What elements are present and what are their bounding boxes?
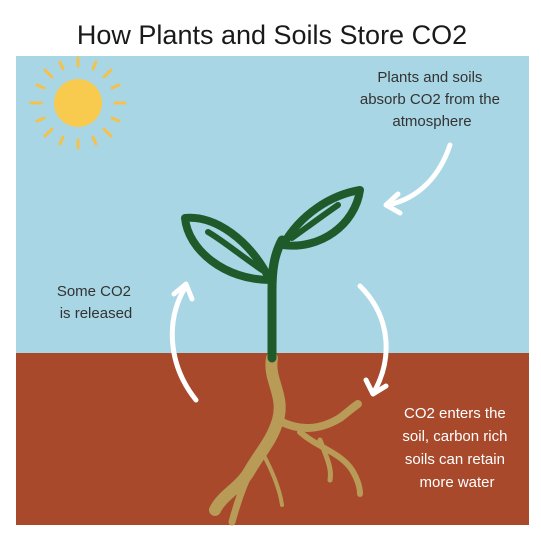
annotation-line: soil, carbon rich	[402, 428, 507, 445]
annotation-line: Some CO2	[57, 283, 131, 300]
title: How Plants and Soils Store CO2	[77, 20, 467, 50]
diagram: How Plants and Soils Store CO2	[0, 0, 541, 535]
annotation-line: atmosphere	[392, 113, 471, 130]
annotation-line: Plants and soils	[377, 69, 482, 86]
annotation-line: is released	[60, 305, 133, 322]
annotation-line: more water	[419, 474, 494, 491]
annotation-line: soils can retain	[405, 451, 505, 468]
annotation-line: absorb CO2 from the	[360, 91, 500, 108]
annotation-line: CO2 enters the	[404, 405, 506, 422]
